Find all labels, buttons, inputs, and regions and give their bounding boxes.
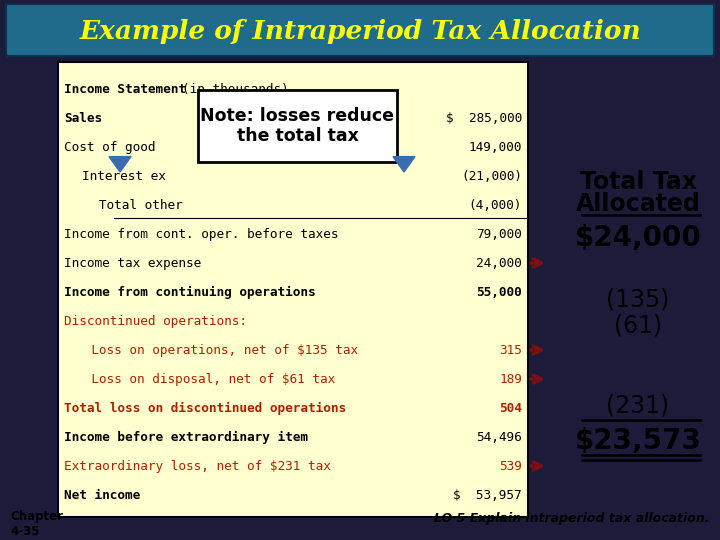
Polygon shape	[393, 157, 415, 172]
Text: 54,496: 54,496	[476, 430, 522, 443]
FancyBboxPatch shape	[198, 90, 397, 162]
Text: 189: 189	[499, 373, 522, 386]
Text: 24,000: 24,000	[476, 256, 522, 269]
Text: Note: losses reduce
the total tax: Note: losses reduce the total tax	[200, 106, 395, 145]
Text: 55,000: 55,000	[476, 286, 522, 299]
Text: (21,000): (21,000)	[461, 170, 522, 183]
Text: (4,000): (4,000)	[469, 199, 522, 212]
Text: Allocated: Allocated	[575, 192, 701, 216]
Text: (in thousands): (in thousands)	[182, 83, 289, 96]
Text: Loss on disposal, net of $61 tax: Loss on disposal, net of $61 tax	[76, 373, 336, 386]
Text: $  285,000: $ 285,000	[446, 112, 522, 125]
FancyBboxPatch shape	[6, 4, 714, 56]
Text: Chapter
4-35: Chapter 4-35	[10, 510, 63, 538]
Text: Income Statement: Income Statement	[64, 83, 194, 96]
Text: 149,000: 149,000	[469, 140, 522, 153]
Text: Income from cont. oper. before taxes: Income from cont. oper. before taxes	[64, 227, 338, 240]
Text: Total other: Total other	[76, 199, 183, 212]
Text: LO 5 Explain intraperiod tax allocation.: LO 5 Explain intraperiod tax allocation.	[434, 512, 710, 525]
Text: (61): (61)	[614, 313, 662, 337]
Text: Total Tax: Total Tax	[580, 170, 696, 194]
Text: (231): (231)	[606, 394, 670, 418]
Polygon shape	[109, 157, 131, 172]
Text: Extraordinary loss, net of $231 tax: Extraordinary loss, net of $231 tax	[64, 460, 331, 472]
Text: 79,000: 79,000	[476, 227, 522, 240]
Text: $23,573: $23,573	[575, 427, 701, 455]
Text: Income from continuing operations: Income from continuing operations	[64, 286, 315, 299]
Text: $  53,957: $ 53,957	[454, 489, 522, 502]
Text: 315: 315	[499, 343, 522, 356]
Text: $24,000: $24,000	[575, 224, 701, 252]
Text: Cost of good: Cost of good	[64, 140, 156, 153]
Text: Interest ex: Interest ex	[82, 170, 166, 183]
Text: Sales: Sales	[64, 112, 102, 125]
Text: Total loss on discontinued operations: Total loss on discontinued operations	[64, 402, 346, 415]
Text: Net income: Net income	[64, 489, 140, 502]
Text: (135): (135)	[606, 288, 670, 312]
Bar	[58, 62, 528, 517]
Text: Income tax expense: Income tax expense	[64, 256, 202, 269]
Text: Income before extraordinary item: Income before extraordinary item	[64, 430, 308, 443]
Text: Discontinued operations:: Discontinued operations:	[64, 314, 247, 328]
Text: Example of Intraperiod Tax Allocation: Example of Intraperiod Tax Allocation	[79, 18, 641, 44]
Text: Loss on operations, net of $135 tax: Loss on operations, net of $135 tax	[76, 343, 358, 356]
Text: 504: 504	[499, 402, 522, 415]
Text: 539: 539	[499, 460, 522, 472]
